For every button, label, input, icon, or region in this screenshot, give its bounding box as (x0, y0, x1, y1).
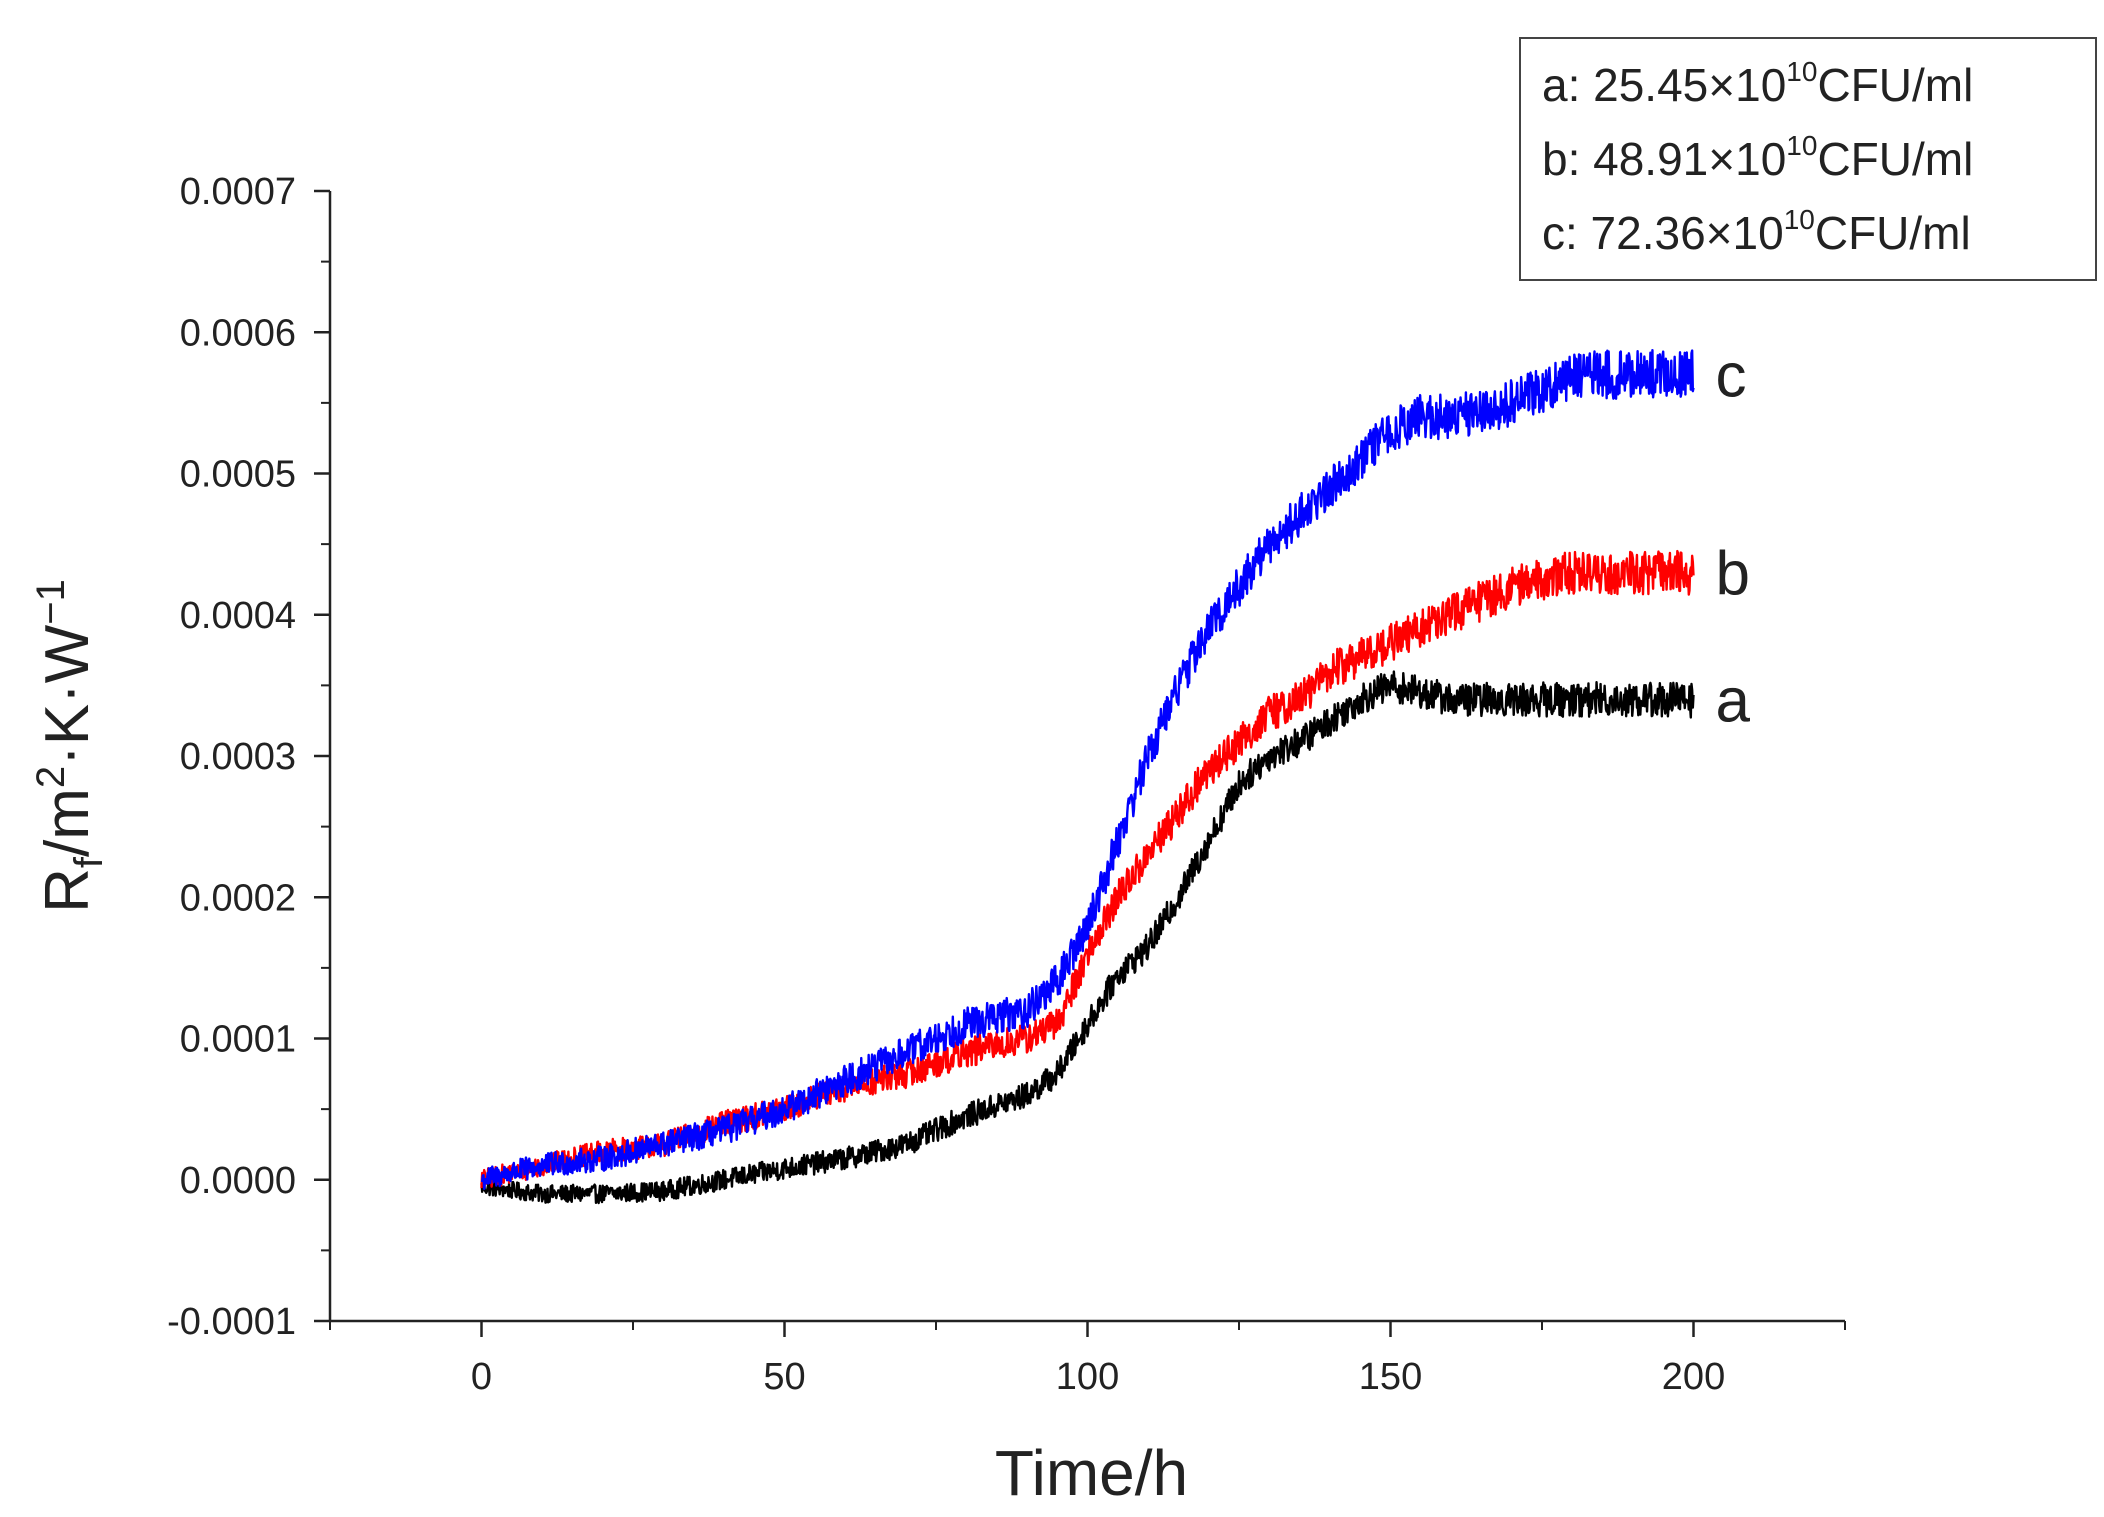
y-tick-label: 0.0007 (180, 171, 296, 213)
y-tick-label: 0.0004 (180, 595, 296, 637)
x-tick-label: 0 (471, 1356, 492, 1398)
series-line-b (480, 549, 1695, 1189)
legend-entry-c: c: 72.36×1010CFU/ml (1542, 204, 1971, 259)
series-end-label-c: c (1716, 342, 1747, 411)
y-tick-label: 0.0006 (180, 312, 296, 354)
y-tick-label: 0.0001 (180, 1019, 296, 1061)
y-tick-label: 0.0000 (180, 1160, 296, 1202)
y-tick-label: -0.0001 (167, 1301, 296, 1343)
series-line-c (480, 348, 1695, 1190)
x-tick-label: 150 (1359, 1356, 1422, 1398)
series-end-label-b: b (1716, 539, 1750, 608)
y-tick-label: 0.0002 (180, 877, 296, 919)
series-end-label-a: a (1716, 667, 1751, 736)
legend: a: 25.45×1010CFU/ml b: 48.91×1010CFU/ml c:… (1519, 37, 2097, 281)
axes-layer (314, 189, 1846, 1337)
labels-layer: ab c -0.0001 0.0000 0.0001 0.0002 0.0003 0.0004… (29, 171, 1751, 1509)
legend-entry-a: a: 25.45×1010CFU/ml (1542, 56, 1973, 111)
x-tick-label: 50 (763, 1356, 805, 1398)
series-layer (480, 348, 1695, 1205)
y-tick-label: 0.0003 (180, 736, 296, 778)
x-tick-label: 200 (1662, 1356, 1725, 1398)
x-tick-label: 100 (1056, 1356, 1119, 1398)
x-axis-title: Time/h (995, 1437, 1188, 1509)
y-tick-label: 0.0005 (180, 454, 296, 496)
series-line-a (480, 670, 1695, 1205)
y-axis-title: Rf/m2·K·W−1 (29, 579, 111, 913)
legend-entry-b: b: 48.91×1010CFU/ml (1542, 130, 1973, 185)
legend-box (1519, 37, 2097, 281)
